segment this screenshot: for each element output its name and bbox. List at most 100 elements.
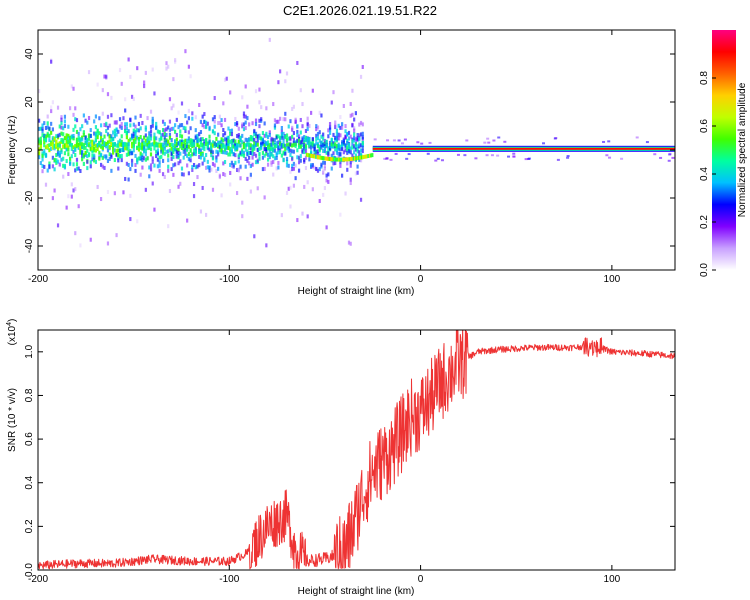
spectrogram-cell [43,164,46,169]
spectrogram-cell [270,147,273,152]
spectrogram-cell [303,146,306,151]
spectrogram-cell [192,141,196,146]
spectrogram-cell [56,223,60,228]
spectrogram-cell [127,145,130,150]
spectrogram-cell [230,139,234,144]
spectrogram-cell [254,122,258,127]
spectrogram-cell [316,125,320,130]
spectrogram-cell [148,174,151,179]
spectrogram-cell [268,130,271,135]
spectrogram-cell [341,143,344,148]
spectrogram-cell [187,157,190,162]
spectrogram-cell [306,121,309,126]
spectrogram-cell [165,139,168,144]
spectrogram-cell [211,161,215,166]
spectrogram-cell [322,136,325,141]
spectrogram-cell [65,143,68,148]
spectrogram-cell [177,125,180,130]
spectrogram-cell [397,139,401,142]
spectrogram-cell [235,142,239,147]
spectrogram-cell [273,148,277,153]
spectrogram-cell [322,143,325,148]
spectrogram-cell [94,114,98,119]
spectrogram-cell [339,163,342,168]
spectrogram-cell [196,175,199,180]
spectrogram-cell [667,159,671,162]
spectrogram-cell [337,146,340,151]
spectrogram-cell [149,136,153,141]
spectrogram-cell [156,150,159,155]
spectrogram-cell [299,144,302,149]
spectrogram-cell [63,136,67,141]
spectrogram-cell [211,156,215,161]
spectrogram-cell [127,141,130,146]
spectrogram-cell [251,155,254,160]
spectrogram-cell [284,143,287,148]
spectrogram-cell [170,152,173,157]
spectrogram-cell [48,138,51,143]
spectrogram-tone-core [372,147,675,150]
spectrogram-cell [354,142,357,147]
spectrogram-cell [105,121,108,126]
spectrogram-cell [497,136,501,139]
spectrogram-cell [234,139,237,144]
spectrogram-cell [53,144,56,149]
spectrogram-cell [210,153,213,158]
spectrogram-cell [249,135,252,140]
spectrogram-cell [198,144,201,149]
spectrogram-cell [58,153,61,158]
spectrogram-cell [148,140,151,145]
spectrogram-cell [151,123,154,128]
spectrogram-cell [306,214,309,219]
spectrogram-cell [282,117,285,122]
spectrogram-cell [120,81,123,86]
spectrogram-cell [44,182,48,187]
spectrogram-cell [130,144,134,149]
spectrogram-cell [199,155,203,160]
spectrogram-cell [91,148,94,153]
spectrogram-cell [256,186,259,191]
spectrogram-cell [280,125,283,130]
spectrogram-cell [349,157,352,162]
spectrogram-cell [386,139,390,142]
spectrogram-cell [51,155,54,160]
spectrogram-cell [325,143,328,148]
spectrogram-cell [339,133,342,138]
spectrogram-cell [258,146,261,151]
spectrogram-cell [191,165,194,170]
spectrogram-cell [189,158,192,163]
spectrogram-cell [496,154,500,157]
spectrogram-cell [86,120,89,125]
spectrogram-cell [151,119,154,124]
spectrogram-cell [149,109,153,114]
spectrogram-cell [122,190,125,195]
spectrogram-cell [151,181,154,186]
spectrogram-cell [251,135,254,140]
spectrogram-cell [170,167,173,172]
spectrogram-cell [368,153,371,158]
spectrogram-cell [248,137,251,142]
spectrogram-cell [351,112,354,117]
spectrogram-cell [170,146,173,151]
spectrogram-cell [334,161,337,166]
spectrogram-cell [91,141,94,146]
spectrogram-cell [211,129,215,134]
spectrogram-cell [333,157,336,162]
spectrogram-cell [186,144,189,149]
spectrogram-cell [266,146,270,151]
spectrogram-cell [186,147,189,152]
spectrogram-cell [103,142,106,147]
spectrogram-cell [72,86,75,91]
spectrogram-cell [144,187,147,192]
spectrogram-cell [671,156,675,159]
spectrogram-cell [337,157,340,162]
spectrogram-cell [268,37,271,42]
spectrogram-cell [241,152,244,157]
spectrogram-cell [319,155,322,160]
spectrogram-cell [41,153,44,158]
spectrogram-cell [315,137,318,142]
spectrogram-cell [81,124,84,129]
spectrogram-cell [94,138,98,143]
